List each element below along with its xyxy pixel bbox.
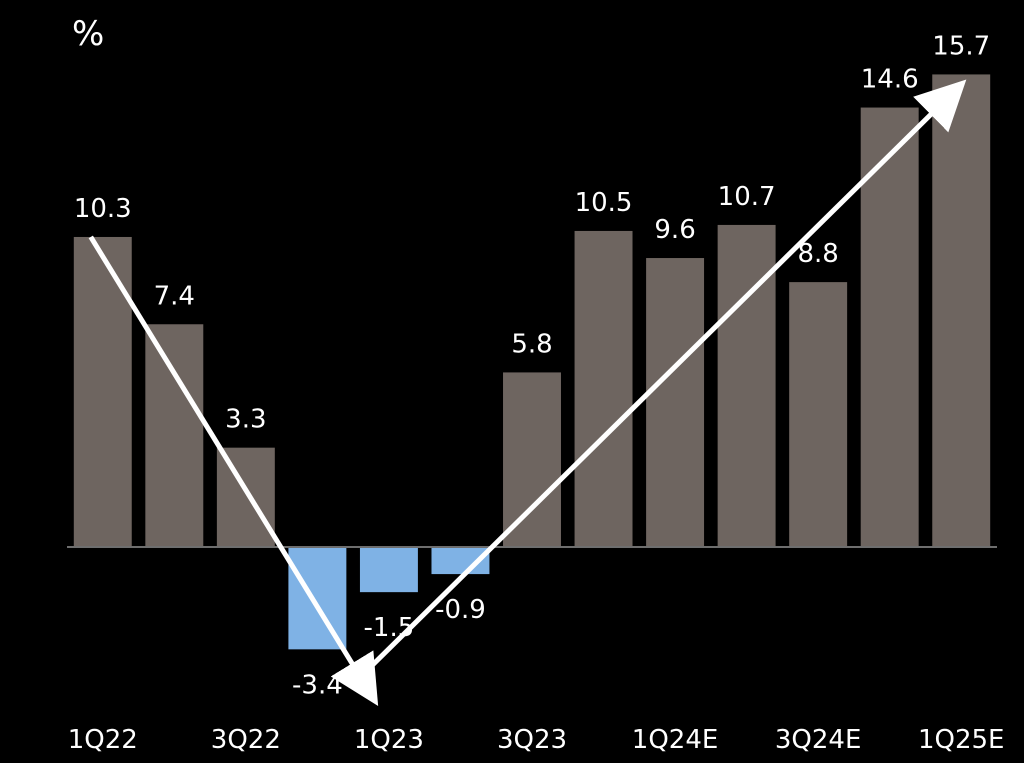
bar-4Q24E <box>860 107 919 547</box>
x-tick-1Q24E: 1Q24E <box>632 725 719 755</box>
x-tick-3Q23: 3Q23 <box>497 725 567 755</box>
value-label-4Q23: 10.5 <box>575 188 633 218</box>
bar-4Q22 <box>288 547 347 650</box>
bar-3Q22 <box>216 447 275 547</box>
y-unit-label: % <box>72 14 105 54</box>
value-label-1Q25E: 15.7 <box>932 31 990 61</box>
value-label-2Q24E: 10.7 <box>718 182 776 212</box>
x-tick-1Q25E: 1Q25E <box>918 725 1005 755</box>
bar-3Q23 <box>503 372 561 547</box>
bar-1Q24E <box>646 258 705 547</box>
x-tick-3Q24E: 3Q24E <box>775 725 862 755</box>
bar-4Q23 <box>574 230 633 547</box>
value-label-4Q24E: 14.6 <box>861 65 919 95</box>
bar-1Q22 <box>73 236 132 547</box>
value-label-4Q22: -3.4 <box>292 670 343 700</box>
value-label-1Q24E: 9.6 <box>654 215 695 245</box>
value-label-2Q23: -0.9 <box>435 595 486 625</box>
x-tick-3Q22: 3Q22 <box>211 725 281 755</box>
bar-1Q25E <box>932 74 991 548</box>
bar-1Q23 <box>359 547 418 593</box>
bar-3Q24E <box>789 282 848 547</box>
trend-arrow-2 <box>359 79 967 679</box>
value-label-3Q22: 3.3 <box>225 405 266 435</box>
value-label-2Q22: 7.4 <box>154 281 195 311</box>
value-label-1Q23: -1.5 <box>364 613 415 643</box>
value-label-3Q24E: 8.8 <box>797 239 838 269</box>
x-tick-1Q23: 1Q23 <box>354 725 424 755</box>
value-label-1Q22: 10.3 <box>74 194 132 224</box>
value-label-3Q23: 5.8 <box>511 329 552 359</box>
x-tick-1Q22: 1Q22 <box>68 725 138 755</box>
trend-arrow-1 <box>88 235 379 707</box>
bar-2Q22 <box>145 324 204 547</box>
